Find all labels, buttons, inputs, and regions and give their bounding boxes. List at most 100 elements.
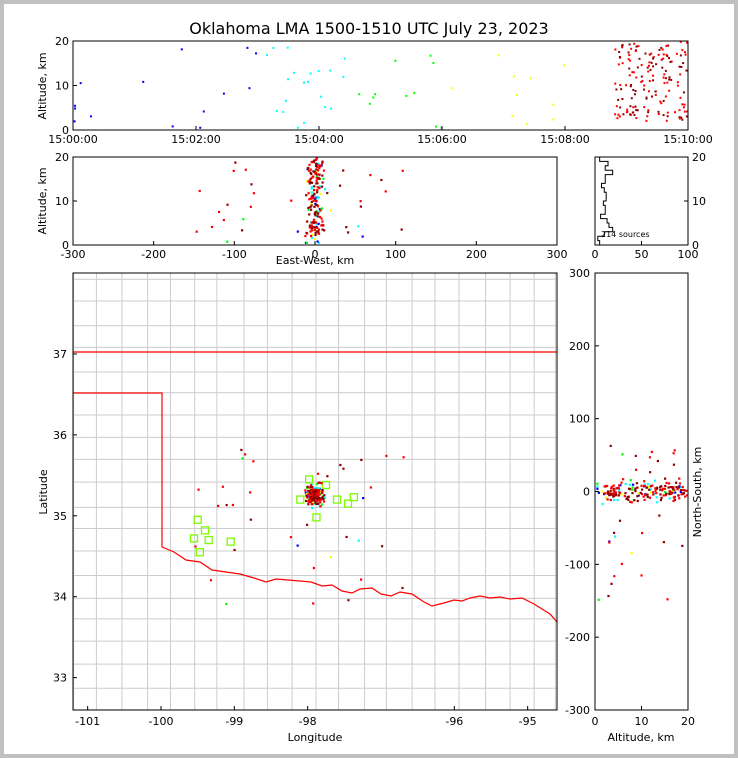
panel1-point <box>645 97 648 100</box>
panel1-point <box>286 46 289 49</box>
panel3-ytick-label: 0 <box>692 239 699 252</box>
panel5-point <box>606 484 609 488</box>
panel1-point <box>670 78 673 81</box>
panel4-point <box>321 491 324 494</box>
panel5-point <box>662 541 665 544</box>
panel4-xtick-label: -96 <box>445 715 463 728</box>
panel2-point <box>309 171 312 174</box>
panel5-point <box>633 499 636 502</box>
panel4-ytick-label: 33 <box>53 672 67 685</box>
panel4-point <box>311 502 314 506</box>
panel5-point <box>610 485 613 488</box>
panel4-point <box>316 491 319 494</box>
panel1-point <box>617 98 620 101</box>
panel4-point <box>362 497 365 500</box>
panel5-point <box>613 535 617 538</box>
panel4-point <box>345 535 348 539</box>
panel1-point <box>686 41 689 44</box>
panel1-xtick-label: 15:00:00 <box>48 133 97 146</box>
panel4-point <box>252 460 255 463</box>
panel5-point <box>681 488 685 492</box>
panel4-point <box>316 494 320 497</box>
panel5-point <box>676 488 679 491</box>
panel1-point <box>678 65 681 68</box>
panel2-point <box>316 197 319 200</box>
panel5-point <box>624 492 627 495</box>
panel5-point <box>661 487 665 490</box>
panel2-point <box>315 177 319 180</box>
panel2-point <box>315 222 318 225</box>
panel5-point <box>624 482 627 486</box>
panel2-point <box>317 241 321 244</box>
panel4-point <box>313 492 316 495</box>
panel2-xtick-label: -300 <box>61 248 86 261</box>
panel1-point <box>629 105 632 108</box>
panel1-point <box>655 63 658 66</box>
panel5-point <box>678 477 681 480</box>
panel4-point <box>311 492 314 496</box>
panel4-point <box>305 494 308 497</box>
panel2-point <box>317 162 320 166</box>
panel5-point <box>671 489 674 492</box>
panel5-point <box>617 494 620 497</box>
lma-station-marker <box>304 475 314 484</box>
panel1-point <box>668 89 671 92</box>
panel5-point <box>670 492 673 495</box>
panel1-point <box>666 55 669 58</box>
panel1-point <box>674 111 677 114</box>
panel5-point <box>668 482 671 485</box>
panel5-point <box>625 497 628 501</box>
panel1-point <box>679 54 682 57</box>
panel1-point <box>284 99 287 102</box>
panel4-point <box>249 491 252 494</box>
panel4-point <box>310 499 314 502</box>
panel5-point <box>641 488 644 491</box>
panel5-point <box>659 488 662 491</box>
panel2-point <box>318 185 321 188</box>
panel5-point <box>635 468 638 471</box>
panel4-point <box>312 490 315 493</box>
panel2-point <box>309 225 312 228</box>
panel2-point <box>307 208 310 211</box>
panel4-point <box>318 490 321 493</box>
panel5-point <box>671 487 675 490</box>
panel5-point <box>652 493 655 496</box>
panel2-point <box>310 226 314 229</box>
panel1-point <box>668 57 671 60</box>
panel2-point <box>320 217 323 220</box>
panel5-ytick-label: -100 <box>565 558 590 571</box>
panel1-point <box>617 113 620 116</box>
panel1-point <box>429 54 432 57</box>
panel5-point <box>612 487 615 490</box>
panel4-point <box>360 458 363 462</box>
panel4-point <box>317 488 321 492</box>
panel4-point <box>225 602 228 606</box>
panel1-point <box>660 46 663 49</box>
panel4-point <box>369 486 373 489</box>
figure-frame: Oklahoma LMA 1500-1510 UTC July 23, 2023… <box>4 4 734 754</box>
panel2-point <box>317 196 320 199</box>
panel2-ticks: -300 -200 -100 0 100 200 300 0 10 20 <box>55 151 568 261</box>
panel1-point <box>669 60 672 63</box>
panel5-point <box>600 490 603 493</box>
panel1-point <box>625 84 628 87</box>
panel4-point <box>329 555 333 559</box>
panel5-point <box>651 484 654 487</box>
panel2-point <box>314 158 318 161</box>
panel1-point <box>309 72 312 75</box>
panel4-point <box>241 457 244 460</box>
panel1-point <box>645 96 648 99</box>
panel5-point <box>678 485 681 488</box>
panel2-point <box>311 160 314 164</box>
panel1-point <box>679 40 682 43</box>
panel4-ytick-label: 34 <box>53 591 67 604</box>
panel5-point <box>631 488 634 491</box>
panel1-ytick-label: 20 <box>55 35 69 48</box>
panel4-point <box>315 498 319 501</box>
panel1-point <box>661 66 664 69</box>
panel1-point <box>675 52 678 55</box>
panel4-xtick-label: -98 <box>299 715 317 728</box>
panel2-point <box>313 220 316 223</box>
panel5-point <box>604 496 608 499</box>
